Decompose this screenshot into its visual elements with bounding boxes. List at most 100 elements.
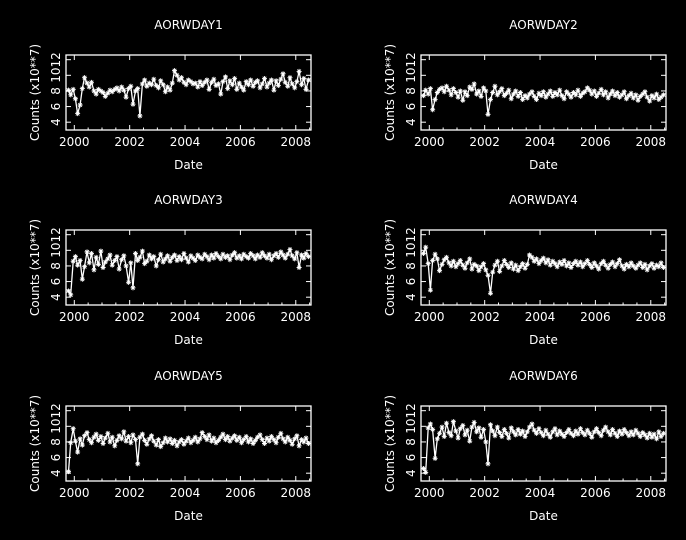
data-point <box>98 88 104 94</box>
data-point <box>132 250 138 256</box>
data-point <box>547 262 553 268</box>
data-point <box>557 428 563 434</box>
data-point <box>153 442 159 448</box>
data-point <box>234 86 240 92</box>
data-point <box>450 258 456 264</box>
data-point <box>658 94 664 100</box>
data-point <box>79 86 85 92</box>
data-point <box>499 263 505 269</box>
data-point <box>605 95 611 101</box>
data-point <box>573 258 579 264</box>
data-point <box>197 436 203 442</box>
data-point <box>642 89 648 95</box>
data-point <box>490 269 496 275</box>
data-point <box>245 82 251 88</box>
data-point <box>476 88 482 94</box>
data-point <box>619 431 625 437</box>
data-point <box>82 433 88 439</box>
data-point <box>483 88 489 94</box>
data-point <box>630 95 636 101</box>
data-point <box>513 432 519 438</box>
data-point <box>640 265 646 270</box>
data-point <box>656 429 662 435</box>
data-point <box>130 285 136 291</box>
data-point <box>160 440 166 446</box>
plot-frame <box>420 405 667 482</box>
data-point <box>216 437 222 443</box>
data-point <box>107 439 113 445</box>
data-point <box>517 90 523 95</box>
data-point <box>130 432 136 438</box>
data-point <box>425 425 431 431</box>
data-point <box>266 438 272 444</box>
data-point <box>176 254 182 260</box>
data-point <box>243 254 249 260</box>
data-point <box>587 430 593 436</box>
data-point <box>75 111 81 117</box>
data-point <box>559 261 565 267</box>
data-point <box>580 430 586 436</box>
data-point <box>540 89 546 95</box>
data-point <box>522 265 528 271</box>
data-point <box>149 256 155 262</box>
data-point <box>453 264 459 270</box>
y-axis-label: Counts (x10**7) <box>28 44 42 141</box>
data-point <box>545 257 551 263</box>
data-point <box>637 93 643 99</box>
data-point <box>116 266 122 272</box>
data-point <box>474 91 480 97</box>
data-point <box>211 435 217 441</box>
data-point <box>285 83 291 89</box>
data-point <box>547 88 553 94</box>
data-point <box>529 89 535 95</box>
data-point <box>70 86 76 92</box>
data-point <box>448 433 454 439</box>
data-point <box>420 93 426 99</box>
data-point <box>616 428 622 434</box>
data-point <box>79 276 85 282</box>
data-point <box>121 253 127 259</box>
x-axis-label: Date <box>529 509 558 523</box>
data-point <box>280 436 286 442</box>
data-point <box>229 435 235 441</box>
plot-frame <box>65 229 312 306</box>
data-point <box>605 429 611 435</box>
data-point <box>584 427 590 433</box>
data-point <box>211 255 217 261</box>
data-point <box>603 424 609 430</box>
data-point <box>464 427 470 433</box>
data-point <box>68 92 74 98</box>
data-point <box>497 268 503 274</box>
data-point <box>188 440 194 446</box>
data-point <box>132 88 138 94</box>
data-point <box>209 79 215 85</box>
data-point <box>98 248 104 254</box>
data-point <box>195 439 201 445</box>
data-point <box>575 431 581 437</box>
data-point <box>204 254 210 260</box>
data-point <box>169 254 175 260</box>
data-point <box>245 439 251 445</box>
data-point <box>591 88 597 94</box>
data-point <box>571 90 577 95</box>
x-tick-label: 2002 <box>469 486 500 500</box>
data-point <box>144 258 150 264</box>
data-point <box>497 430 503 436</box>
y-tick-label: 4 <box>49 118 63 126</box>
data-point <box>264 435 270 441</box>
data-point <box>100 441 106 446</box>
data-point <box>575 262 581 268</box>
data-point <box>649 261 655 267</box>
data-point <box>123 438 129 444</box>
data-point <box>84 430 90 436</box>
x-tick-label: 2000 <box>414 486 445 500</box>
data-point <box>303 250 309 256</box>
data-point <box>232 433 238 439</box>
data-point <box>185 259 191 265</box>
data-point <box>559 93 565 99</box>
data-point <box>510 429 516 435</box>
data-point <box>248 250 254 256</box>
data-point <box>192 257 198 263</box>
data-point <box>65 288 71 294</box>
data-point <box>481 426 487 432</box>
